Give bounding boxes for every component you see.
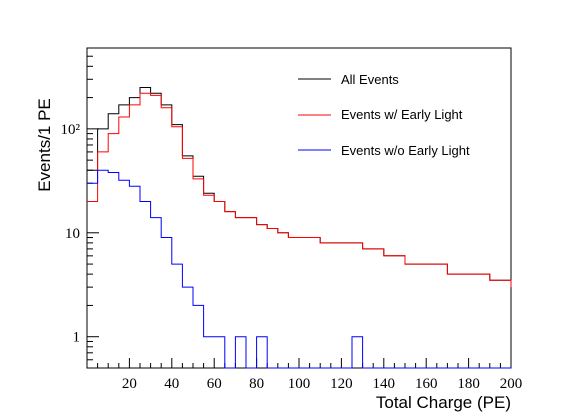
x-tick-label: 120	[330, 376, 353, 392]
legend: All Events Events w/ Early Light Events …	[298, 72, 470, 158]
y-tick-label: 10	[65, 226, 80, 242]
x-tick-label: 200	[500, 376, 523, 392]
legend-label-all-events: All Events	[341, 72, 399, 87]
legend-label-no-early-light: Events w/o Early Light	[341, 143, 470, 158]
series-line-1	[87, 92, 512, 288]
y-tick-label: 10²	[61, 122, 81, 138]
y-tick-label: 1	[73, 330, 81, 346]
x-tick-label: 140	[373, 376, 396, 392]
legend-label-early-light: Events w/ Early Light	[341, 107, 463, 122]
x-tick-labels: 20 40 60 80 100 120 140 160 180 200	[122, 376, 522, 392]
x-tick-label: 100	[288, 376, 311, 392]
x-tick-label: 40	[164, 376, 179, 392]
x-tick-label: 20	[122, 376, 137, 392]
series-layer	[87, 87, 512, 369]
x-tick-label: 60	[207, 376, 222, 392]
x-tick-label: 180	[457, 376, 480, 392]
y-axis-title: Events/1 PE	[35, 98, 54, 192]
x-tick-label: 80	[249, 376, 264, 392]
x-axis-title: Total Charge (PE)	[376, 393, 511, 412]
x-tick-label: 160	[415, 376, 438, 392]
y-tick-labels: 1 10 10²	[61, 122, 81, 346]
series-line-2	[87, 169, 511, 369]
